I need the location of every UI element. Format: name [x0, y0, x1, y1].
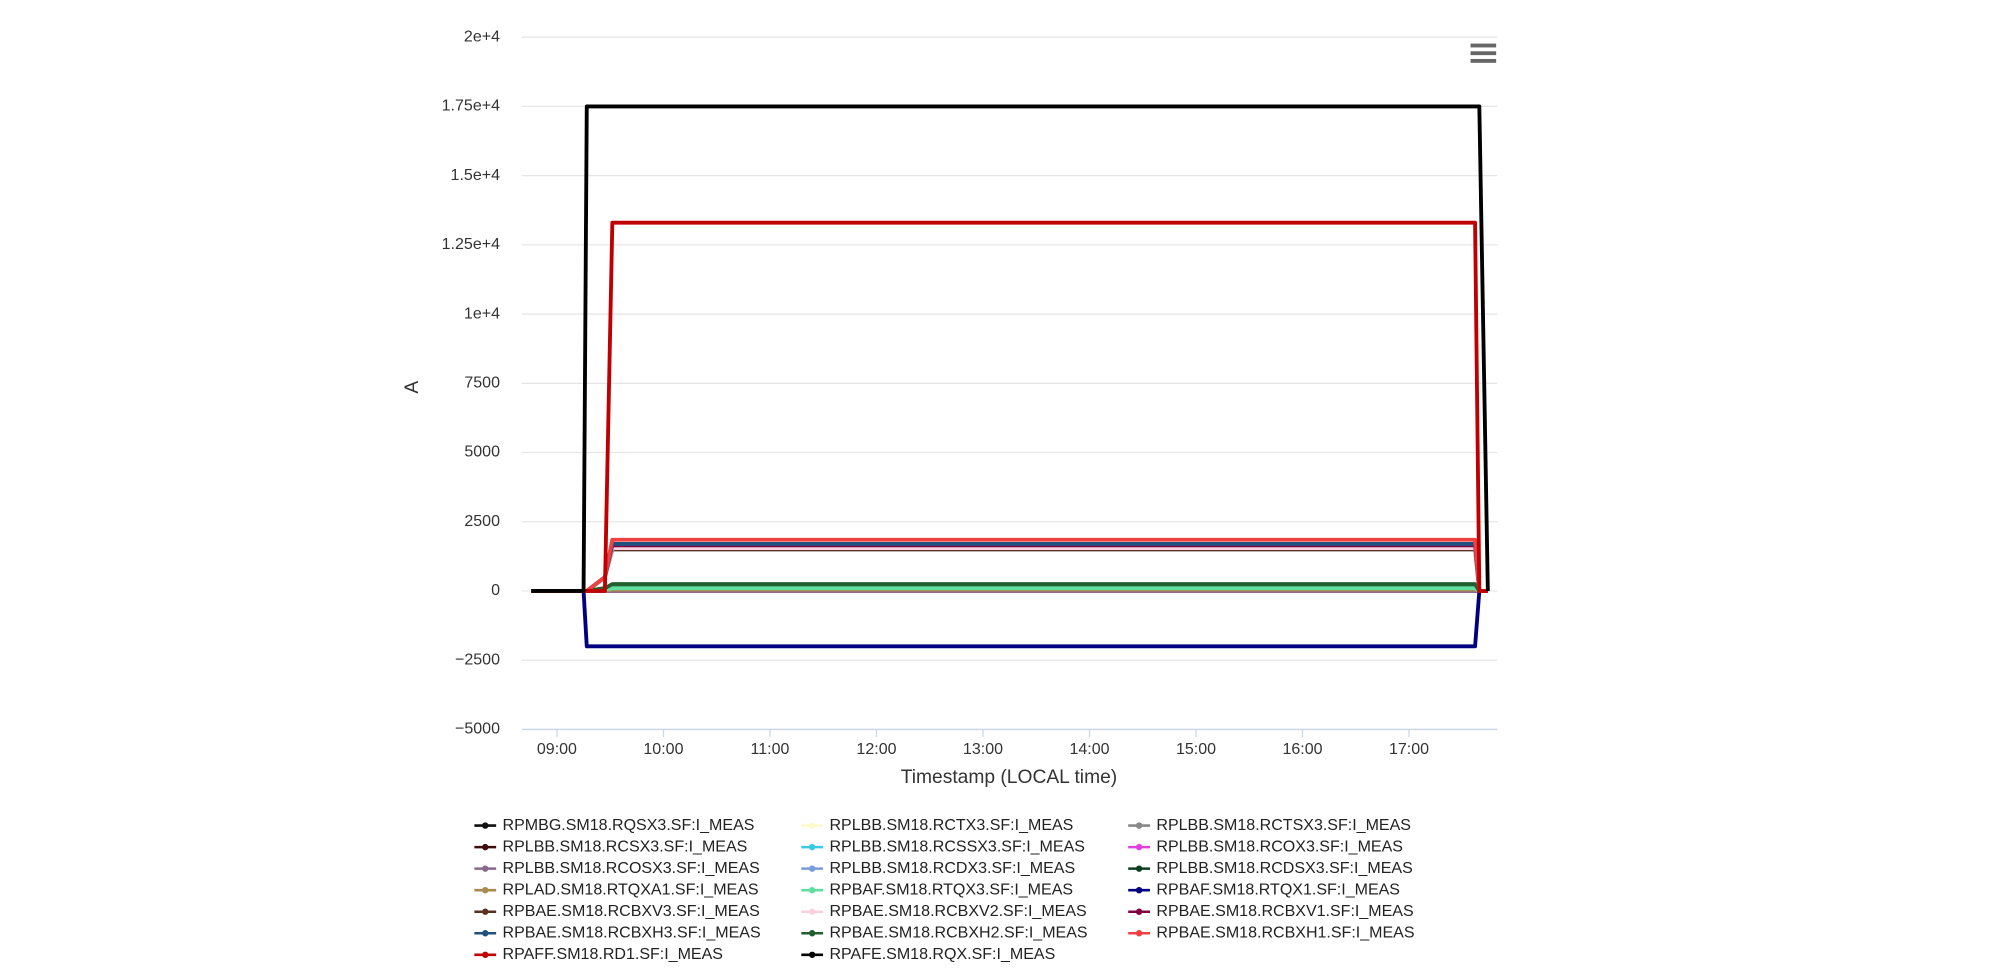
- legend-symbol[interactable]: [482, 886, 489, 894]
- legend-label[interactable]: RPBAE.SM18.RCBXH3.SF:I_MEAS: [503, 923, 761, 941]
- menu-bar[interactable]: [1470, 58, 1497, 63]
- legend-symbol[interactable]: [808, 951, 816, 959]
- x-axis-title: Timestamp (LOCAL time): [901, 767, 1117, 788]
- y-tick-label: 0: [491, 581, 500, 599]
- legend-symbol[interactable]: [808, 908, 816, 915]
- legend-symbol[interactable]: [482, 951, 489, 959]
- legend-item[interactable]: RPAFE.SM18.RQX.SF:I_MEAS: [801, 945, 1055, 963]
- legend-item[interactable]: RPLBB.SM18.RCTX3.SF:I_MEAS: [801, 816, 1073, 834]
- menu-button[interactable]: [1470, 43, 1497, 63]
- legend-item[interactable]: RPLBB.SM18.RCOX3.SF:I_MEAS: [1128, 837, 1403, 855]
- legend-label[interactable]: RPBAE.SM18.RCBXH2.SF:I_MEAS: [829, 923, 1087, 941]
- x-tick-label: 16:00: [1282, 740, 1322, 758]
- legend-label[interactable]: RPBAE.SM18.RCBXH1.SF:I_MEAS: [1156, 923, 1414, 941]
- y-tick-label: 1.5e+4: [451, 166, 501, 184]
- legend-label[interactable]: RPLBB.SM18.RCTSX3.SF:I_MEAS: [1156, 816, 1411, 834]
- legend-item[interactable]: RPLBB.SM18.RCDX3.SF:I_MEAS: [801, 859, 1075, 877]
- legend-symbol[interactable]: [1135, 908, 1143, 915]
- x-tick-label: 09:00: [537, 740, 577, 758]
- legend-label[interactable]: RPAFE.SM18.RQX.SF:I_MEAS: [829, 945, 1055, 963]
- legend-label[interactable]: RPLBB.SM18.RCTX3.SF:I_MEAS: [829, 816, 1073, 834]
- legend-item[interactable]: RPAFF.SM18.RD1.SF:I_MEAS: [474, 945, 723, 963]
- legend-label[interactable]: RPBAF.SM18.RTQX1.SF:I_MEAS: [1156, 880, 1400, 898]
- legend-label[interactable]: RPBAE.SM18.RCBXV3.SF:I_MEAS: [503, 902, 760, 920]
- legend-symbol[interactable]: [1135, 930, 1143, 937]
- legend-label[interactable]: RPLBB.SM18.RCOSX3.SF:I_MEAS: [503, 859, 760, 877]
- x-tick-label: 12:00: [856, 740, 896, 758]
- legend-label[interactable]: RPLBB.SM18.RCSX3.SF:I_MEAS: [503, 837, 748, 855]
- legend: RPMBG.SM18.RQSX3.SF:I_MEAS RPLBB.SM18.RCT…: [474, 816, 1415, 963]
- y-axis-title: A: [402, 381, 423, 394]
- legend-symbol[interactable]: [1135, 843, 1143, 851]
- y-tick-label: 1e+4: [464, 304, 500, 322]
- legend-symbol[interactable]: [482, 865, 489, 872]
- x-tick-label: 15:00: [1176, 740, 1216, 758]
- legend-label[interactable]: RPLBB.SM18.RCDX3.SF:I_MEAS: [829, 859, 1075, 877]
- legend-item[interactable]: RPMBG.SM18.RQSX3.SF:I_MEAS: [474, 816, 754, 834]
- y-tick-label: −2500: [455, 650, 500, 668]
- legend-label[interactable]: RPLBB.SM18.RCSSX3.SF:I_MEAS: [829, 837, 1084, 855]
- legend-symbol[interactable]: [482, 908, 489, 915]
- y-tick-label: 2e+4: [464, 27, 500, 45]
- legend-item[interactable]: RPBAE.SM18.RCBXH2.SF:I_MEAS: [801, 923, 1088, 941]
- x-tick-label: 17:00: [1389, 740, 1429, 758]
- legend-label[interactable]: RPLAD.SM18.RTQXA1.SF:I_MEAS: [503, 880, 759, 898]
- legend-item[interactable]: RPLAD.SM18.RTQXA1.SF:I_MEAS: [474, 880, 759, 898]
- x-tick-label: 10:00: [643, 740, 683, 758]
- legend-symbol[interactable]: [1135, 865, 1143, 872]
- legend-symbol[interactable]: [1135, 822, 1143, 829]
- legend-label[interactable]: RPLBB.SM18.RCDSX3.SF:I_MEAS: [1156, 859, 1412, 877]
- legend-symbol[interactable]: [808, 822, 816, 829]
- series-line: [531, 104, 1490, 593]
- legend-item[interactable]: RPBAF.SM18.RTQX1.SF:I_MEAS: [1128, 880, 1400, 898]
- legend-item[interactable]: RPBAF.SM18.RTQX3.SF:I_MEAS: [801, 880, 1073, 898]
- legend-symbol[interactable]: [808, 865, 816, 872]
- y-tick-label: −5000: [455, 720, 500, 738]
- y-tick-label: 1.25e+4: [442, 235, 500, 253]
- legend-item[interactable]: RPBAE.SM18.RCBXV3.SF:I_MEAS: [474, 902, 760, 920]
- legend-label[interactable]: RPLBB.SM18.RCOX3.SF:I_MEAS: [1156, 837, 1403, 855]
- y-tick-label: 1.75e+4: [442, 97, 500, 115]
- legend-symbol[interactable]: [808, 843, 816, 851]
- legend-label[interactable]: RPBAF.SM18.RTQX3.SF:I_MEAS: [829, 880, 1073, 898]
- legend-symbol[interactable]: [482, 843, 489, 851]
- menu-bar[interactable]: [1470, 43, 1497, 48]
- menu-bar[interactable]: [1470, 51, 1497, 56]
- legend-item[interactable]: RPBAE.SM18.RCBXV1.SF:I_MEAS: [1128, 902, 1414, 920]
- y-tick-label: 2500: [464, 512, 500, 530]
- x-tick-label: 11:00: [751, 740, 790, 758]
- legend-item[interactable]: RPLBB.SM18.RCSSX3.SF:I_MEAS: [801, 837, 1085, 855]
- legend-item[interactable]: RPBAE.SM18.RCBXH3.SF:I_MEAS: [474, 923, 761, 941]
- x-tick-label: 14:00: [1069, 740, 1109, 758]
- legend-item[interactable]: RPBAE.SM18.RCBXV2.SF:I_MEAS: [801, 902, 1087, 920]
- series-line: [531, 589, 1488, 649]
- legend-symbol[interactable]: [1135, 886, 1143, 894]
- legend-symbol[interactable]: [808, 886, 816, 894]
- legend-item[interactable]: RPLBB.SM18.RCDSX3.SF:I_MEAS: [1128, 859, 1413, 877]
- legend-item[interactable]: RPLBB.SM18.RCSX3.SF:I_MEAS: [474, 837, 747, 855]
- legend-symbol[interactable]: [808, 930, 816, 937]
- legend-symbol[interactable]: [482, 930, 489, 937]
- legend-item[interactable]: RPBAE.SM18.RCBXH1.SF:I_MEAS: [1128, 923, 1415, 941]
- legend-item[interactable]: RPLBB.SM18.RCOSX3.SF:I_MEAS: [474, 859, 760, 877]
- legend-label[interactable]: RPBAE.SM18.RCBXV1.SF:I_MEAS: [1156, 902, 1413, 920]
- legend-label[interactable]: RPMBG.SM18.RQSX3.SF:I_MEAS: [503, 816, 755, 834]
- x-tick-label: 13:00: [963, 740, 1003, 758]
- y-tick-label: 5000: [464, 443, 500, 461]
- legend-label[interactable]: RPAFF.SM18.RD1.SF:I_MEAS: [503, 945, 723, 963]
- legend-item[interactable]: RPLBB.SM18.RCTSX3.SF:I_MEAS: [1128, 816, 1411, 834]
- legend-label[interactable]: RPBAE.SM18.RCBXV2.SF:I_MEAS: [829, 902, 1086, 920]
- legend-symbol[interactable]: [482, 822, 489, 829]
- y-tick-label: 7500: [464, 374, 500, 392]
